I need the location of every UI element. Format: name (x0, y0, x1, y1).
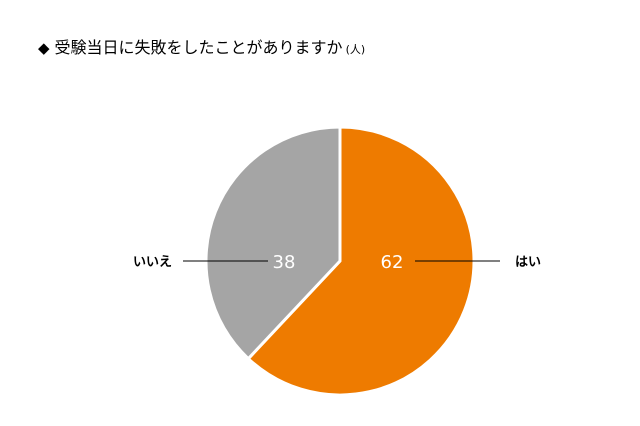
diamond-bullet-icon: ◆ (38, 39, 50, 57)
pie-slice-0 (246, 125, 476, 397)
category-label-1: いいえ (133, 255, 172, 270)
chart-unit: (人) (345, 43, 366, 56)
chart-title: ◆ 受験当日に失敗をしたことがありますか (人) (38, 34, 366, 57)
category-label-0: はい (515, 255, 541, 270)
value-label-1: 38 (273, 252, 296, 273)
chart-title-text: 受験当日に失敗をしたことがありますか (54, 38, 343, 57)
value-label-0: 62 (381, 252, 404, 273)
pie-slice-1 (204, 125, 342, 361)
